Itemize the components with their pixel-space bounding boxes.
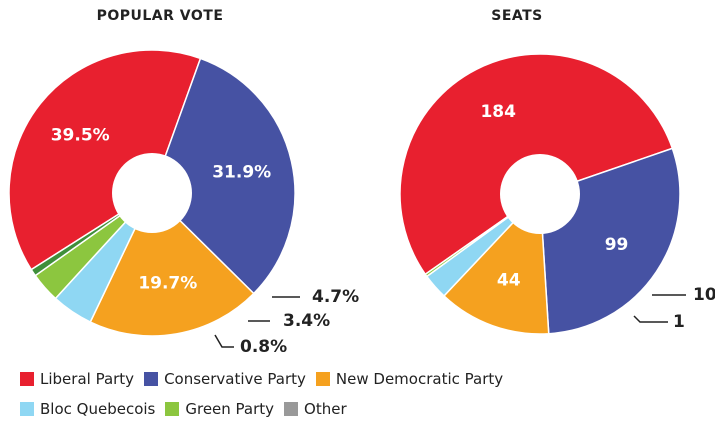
seats-donut-hole bbox=[500, 154, 580, 234]
legend-label-conservative: Conservative Party bbox=[164, 370, 306, 388]
legend-item-conservative: Conservative Party bbox=[144, 370, 306, 388]
legend-item-green: Green Party bbox=[165, 400, 274, 418]
seats-label-bloc-quebecois: 10 bbox=[693, 285, 715, 305]
vote-slice-liberal-party bbox=[8, 49, 202, 271]
vote-label-liberal-party: 39.5% bbox=[51, 125, 110, 145]
legend-label-bloc: Bloc Quebecois bbox=[40, 400, 156, 418]
legend-item-ndp: New Democratic Party bbox=[315, 370, 504, 388]
vote-label-bloc-quebecois: 4.7% bbox=[312, 287, 359, 307]
seats-label-conservative-party: 99 bbox=[605, 235, 629, 255]
legend-label-liberal: Liberal Party bbox=[40, 370, 135, 388]
vote-label-other: 0.8% bbox=[240, 337, 287, 357]
vote-label-green-party: 3.4% bbox=[283, 311, 330, 331]
legend-swatch-green bbox=[165, 402, 180, 416]
legend-label-other: Other bbox=[304, 400, 347, 418]
seats-donut: 184 99 44 10 1 bbox=[399, 53, 715, 335]
legend-label-green: Green Party bbox=[185, 400, 275, 418]
vote-donut-hole bbox=[112, 153, 192, 233]
legend-item-other: Other bbox=[284, 400, 347, 418]
vote-label-conservative-party: 31.9% bbox=[212, 163, 271, 183]
seats-label-liberal-party: 184 bbox=[480, 102, 516, 122]
legend-row-2: Bloc Quebecois Green Party Other bbox=[20, 394, 513, 424]
seats-leader-green-party bbox=[633, 315, 668, 323]
vote-slice-new-democratic-party bbox=[89, 191, 255, 337]
popular-vote-title: POPULAR VOTE bbox=[96, 8, 224, 24]
legend-swatch-bloc bbox=[20, 402, 34, 416]
seats-label-new-democratic-party: 44 bbox=[497, 271, 521, 291]
seats-title: SEATS bbox=[491, 8, 543, 24]
popular-vote-donut: 39.5% 31.9% 19.7% 4.7% 3.4% 0.8% bbox=[8, 49, 359, 357]
legend-item-liberal: Liberal Party bbox=[20, 370, 134, 388]
legend: Liberal Party Conservative Party New Dem… bbox=[20, 364, 513, 424]
legend-swatch-conservative bbox=[144, 372, 159, 386]
vote-leader-other bbox=[214, 334, 234, 348]
vote-label-new-democratic-party: 19.7% bbox=[138, 274, 197, 294]
legend-label-ndp: New Democratic Party bbox=[335, 370, 504, 388]
legend-swatch-other bbox=[284, 402, 299, 416]
legend-swatch-liberal bbox=[20, 372, 34, 386]
legend-item-bloc: Bloc Quebecois bbox=[20, 400, 155, 418]
seats-label-green-party: 1 bbox=[673, 312, 685, 332]
legend-swatch-ndp bbox=[315, 372, 330, 386]
donut-charts: 39.5% 31.9% 19.7% 4.7% 3.4% 0.8% 184 99 44 10 1 bbox=[8, 49, 715, 357]
legend-row-1: Liberal Party Conservative Party New Dem… bbox=[20, 364, 513, 394]
vote-slice-conservative-party bbox=[151, 57, 296, 295]
